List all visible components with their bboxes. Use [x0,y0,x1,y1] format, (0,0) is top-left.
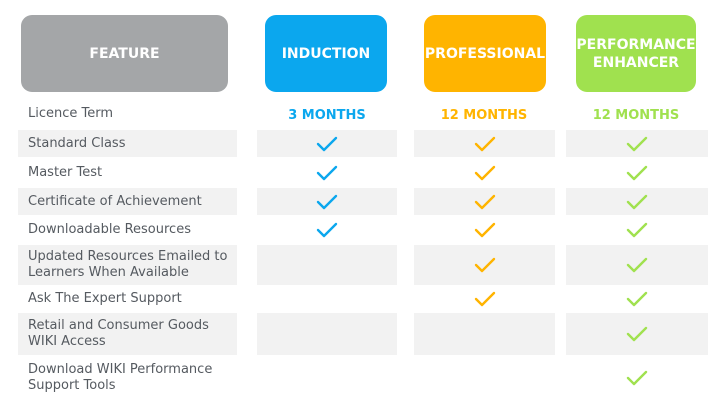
row-stripe [257,188,397,215]
row-stripe [257,245,397,285]
row-stripe [566,313,708,355]
performance-header-label: PERFORMANCE ENHANCER [576,36,696,71]
checkmark-icon [474,257,496,273]
checkmark-icon [316,194,338,210]
row-stripe [566,245,708,285]
checkmark-icon [626,194,648,210]
feature-label: Retail and Consumer Goods WIKI Access [28,318,209,349]
feature-label: Certificate of Achievement [28,194,202,209]
professional-header-label: PROFESSIONAL [424,45,546,62]
feature-label: Licence Term [28,106,114,121]
professional-header: PROFESSIONAL [424,15,546,92]
feature-label: Download WIKI Performance Support Tools [28,362,213,393]
checkmark-icon [626,326,648,342]
performance-licence-term: 12 MONTHS [592,108,680,123]
checkmark-icon [626,257,648,273]
checkmark-icon [474,222,496,238]
feature-label: Updated Resources Emailed to Learners Wh… [28,249,228,280]
row-stripe [414,130,555,157]
checkmark-icon [626,165,648,181]
checkmark-icon [474,165,496,181]
row-stripe [18,188,237,215]
checkmark-icon [474,194,496,210]
checkmark-icon [316,222,338,238]
checkmark-icon [316,136,338,152]
performance-header: PERFORMANCE ENHANCER [576,15,696,92]
checkmark-icon [316,165,338,181]
professional-licence-term: 12 MONTHS [440,108,528,123]
row-stripe [257,313,397,355]
checkmark-icon [474,136,496,152]
checkmark-icon [626,222,648,238]
feature-header: FEATURE [21,15,228,92]
row-stripe [566,130,708,157]
checkmark-icon [626,370,648,386]
checkmark-icon [474,291,496,307]
feature-label: Ask The Expert Support [28,291,182,306]
row-stripe [18,130,237,157]
induction-header-label: INDUCTION [281,45,371,62]
induction-header: INDUCTION [265,15,387,92]
row-stripe [414,313,555,355]
row-stripe [566,188,708,215]
row-stripe [414,245,555,285]
row-stripe [257,130,397,157]
feature-label: Standard Class [28,136,126,151]
feature-header-label: FEATURE [89,45,160,62]
feature-label: Downloadable Resources [28,222,191,237]
row-stripe [18,245,237,285]
row-stripe [414,188,555,215]
checkmark-icon [626,136,648,152]
induction-licence-term: 3 MONTHS [288,108,366,123]
checkmark-icon [626,291,648,307]
feature-label: Master Test [28,165,103,180]
row-stripe [18,313,237,355]
